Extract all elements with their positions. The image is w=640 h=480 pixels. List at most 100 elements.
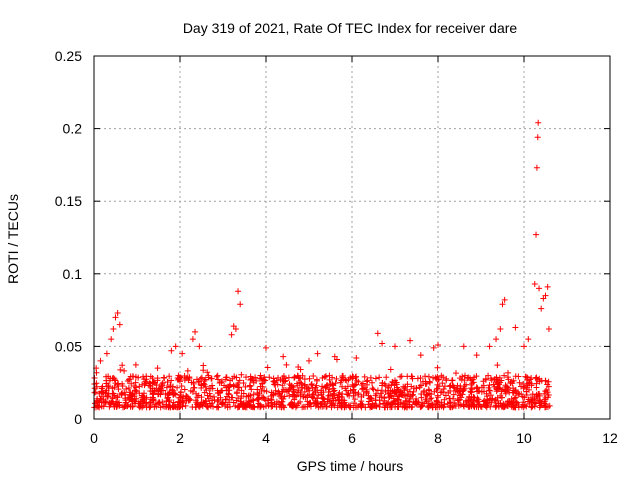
data-point-band [273, 377, 280, 384]
data-point-band [457, 383, 464, 390]
data-point-band [342, 377, 349, 384]
data-point-band [510, 377, 517, 384]
data-point-band [435, 376, 442, 383]
data-point-band [364, 377, 371, 384]
data-point-band [482, 375, 489, 382]
data-point-band [433, 397, 440, 404]
data-point-band [149, 397, 156, 404]
data-point-band [198, 374, 205, 381]
data-point-band [280, 395, 287, 402]
data-point-band [391, 388, 398, 395]
data-point-band [325, 388, 332, 395]
data-point-band [226, 399, 233, 406]
data-point-band [277, 401, 284, 408]
data-point-band [246, 382, 253, 389]
data-point-band [493, 374, 500, 381]
data-point-band [433, 387, 440, 394]
data-point-band [355, 378, 362, 385]
y-tick-label: 0.05 [55, 338, 82, 354]
data-point [110, 325, 117, 332]
data-point [435, 341, 441, 348]
data-point [97, 357, 104, 364]
data-point-band [225, 383, 232, 390]
data-point-band [461, 385, 468, 392]
data-point-band [115, 383, 122, 390]
data-point-band [390, 398, 397, 405]
data-point-band [529, 403, 536, 410]
data-point-band [165, 390, 172, 397]
data-point-band [465, 403, 472, 410]
data-point-band [297, 398, 304, 405]
data-point-band [110, 400, 117, 407]
data-point-band [132, 373, 139, 380]
data-point-band [96, 390, 103, 397]
data-point-band [452, 370, 459, 377]
data-point-band [336, 389, 343, 396]
data-point-band [393, 384, 400, 391]
data-point-band [224, 404, 231, 411]
data-point-band [161, 374, 168, 381]
data-point [237, 301, 244, 308]
data-point [533, 164, 540, 171]
data-point-band [339, 374, 346, 381]
data-point-band [323, 403, 330, 410]
data-point-band [159, 381, 166, 388]
data-point-band [471, 374, 478, 381]
data-point-band [443, 375, 450, 382]
data-point-band [180, 393, 187, 400]
data-point-band [250, 391, 257, 398]
data-point [103, 350, 110, 357]
data-point-band [324, 382, 331, 389]
data-point-band [266, 374, 273, 381]
data-point-band [544, 404, 551, 411]
x-tick-label: 10 [516, 430, 532, 446]
data-point-band [213, 373, 220, 380]
data-point-band [258, 375, 265, 382]
data-point-band [169, 404, 176, 411]
data-point-band [124, 377, 131, 384]
data-point-band [351, 396, 358, 403]
data-point-band [308, 380, 315, 387]
data-point-band [283, 361, 290, 368]
data-point-band [133, 395, 140, 402]
data-point-band [511, 404, 518, 411]
data-point-band [218, 379, 225, 386]
data-point-band [377, 401, 384, 408]
grid-lines [94, 56, 610, 419]
data-point [535, 119, 542, 126]
data-point-band [410, 388, 417, 395]
data-point-band [386, 394, 393, 401]
data-point-band [486, 382, 493, 389]
data-point [534, 134, 541, 141]
data-point [116, 321, 123, 328]
data-point-band [235, 384, 242, 391]
data-point-band [319, 375, 326, 382]
data-point-band [367, 374, 374, 381]
data-point-band [502, 390, 509, 397]
data-point-band [329, 395, 336, 402]
data-point-band [383, 374, 390, 381]
data-point-band [178, 382, 185, 389]
data-point-band [290, 401, 297, 408]
data-point-band [478, 388, 485, 395]
data-point-band [238, 400, 245, 407]
data-point-band [392, 400, 399, 407]
data-point-band [480, 398, 487, 405]
data-point-band [98, 403, 105, 410]
data-point-band [259, 383, 266, 390]
x-tick-label: 6 [348, 430, 356, 446]
data-point-band [179, 398, 186, 405]
data-point-band [346, 392, 353, 399]
data-point [536, 285, 543, 292]
data-point-band [520, 380, 527, 387]
chart-title: Day 319 of 2021, Rate Of TEC Index for r… [183, 20, 518, 36]
data-point-band [294, 382, 301, 389]
data-point-band [400, 392, 407, 399]
data-point-band [204, 402, 211, 409]
data-point-band [263, 388, 270, 395]
data-point-band [460, 402, 467, 409]
y-tick-label: 0.1 [63, 266, 83, 282]
data-point-band [233, 374, 240, 381]
data-point-band [347, 404, 354, 411]
data-point-band [369, 379, 376, 386]
